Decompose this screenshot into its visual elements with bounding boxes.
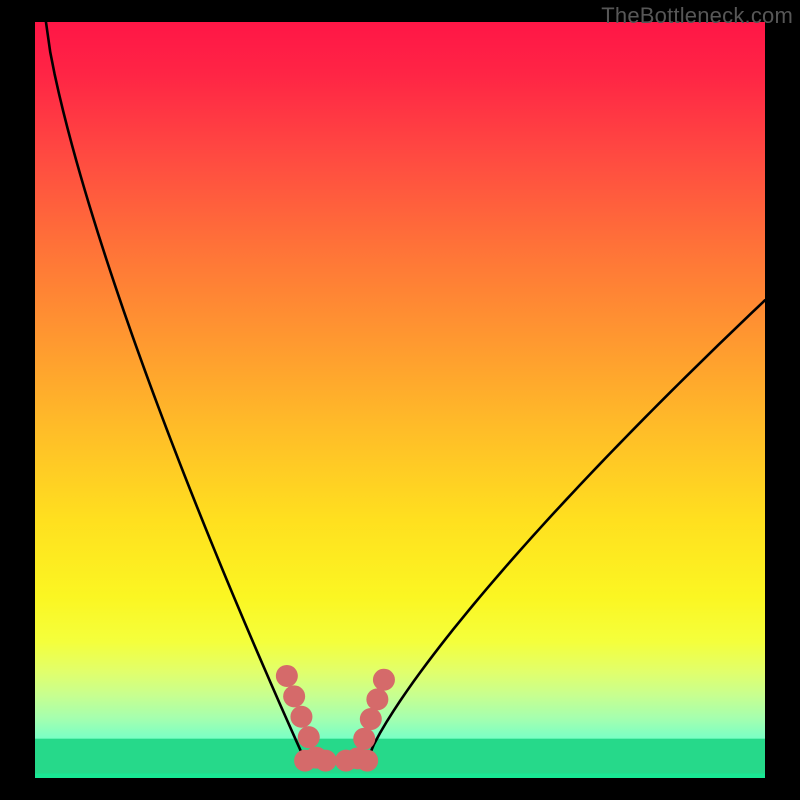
curve-marker xyxy=(335,750,357,772)
frame-bottom xyxy=(0,778,800,800)
curve-marker xyxy=(366,688,388,710)
curve-marker xyxy=(373,669,395,691)
frame-right xyxy=(765,0,800,800)
curve-marker xyxy=(360,708,382,730)
chart-svg xyxy=(35,22,765,778)
curve-marker xyxy=(294,750,316,772)
curve-marker xyxy=(353,728,375,750)
curve-marker xyxy=(298,726,320,748)
curve-marker xyxy=(315,750,337,772)
watermark-text: TheBottleneck.com xyxy=(601,3,793,29)
curve-marker xyxy=(290,706,312,728)
curve-marker xyxy=(356,750,378,772)
curve-marker xyxy=(276,665,298,687)
frame-left xyxy=(0,0,35,800)
gradient-background xyxy=(35,22,765,778)
chart-plot-area xyxy=(35,22,765,778)
curve-marker xyxy=(283,685,305,707)
green-band xyxy=(35,739,765,778)
